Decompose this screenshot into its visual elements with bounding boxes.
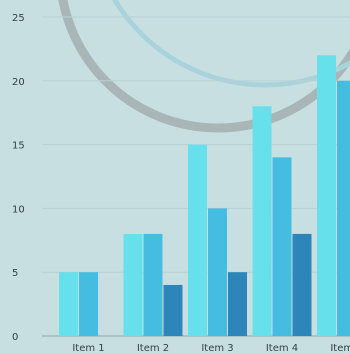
y-tick-label: 10 [12,204,25,215]
y-tick-label: 15 [12,141,25,152]
bar-1-item-2 [123,233,143,336]
bars [59,55,350,336]
y-tick-label: 0 [12,332,18,343]
bar-1-item-1 [59,272,78,336]
bar-1-item-5 [317,55,336,336]
bar-2-item-2 [143,233,163,336]
x-tick-label: Item 1 [72,343,104,354]
bar-2-item-3 [208,208,227,336]
x-axis: Item 1 Item 2 Item 3 Item 4 Item 5 [72,343,350,354]
y-tick-label: 25 [12,13,25,24]
x-tick-label: Item 2 [137,343,169,354]
bar-2-item-4 [272,157,292,336]
decor-arc-dark [58,0,350,133]
bar-2-item-5 [337,80,350,336]
bar-1-item-4 [252,106,272,336]
x-tick-label: Item 3 [201,343,233,354]
y-axis: 0 5 10 15 20 25 [12,13,25,343]
y-tick-label: 20 [12,77,25,88]
bar-1-item-3 [188,144,207,336]
bar-2-item-1 [79,272,98,336]
bar-3-item-3 [228,272,247,336]
decorative-arcs [58,0,350,133]
x-tick-label: Item 4 [266,343,298,354]
decor-arc-light [112,0,350,88]
bar-3-item-2 [163,284,183,336]
x-tick-label: Item 5 [330,343,350,354]
y-tick-label: 5 [12,268,18,279]
bar-3-item-4 [292,233,312,336]
